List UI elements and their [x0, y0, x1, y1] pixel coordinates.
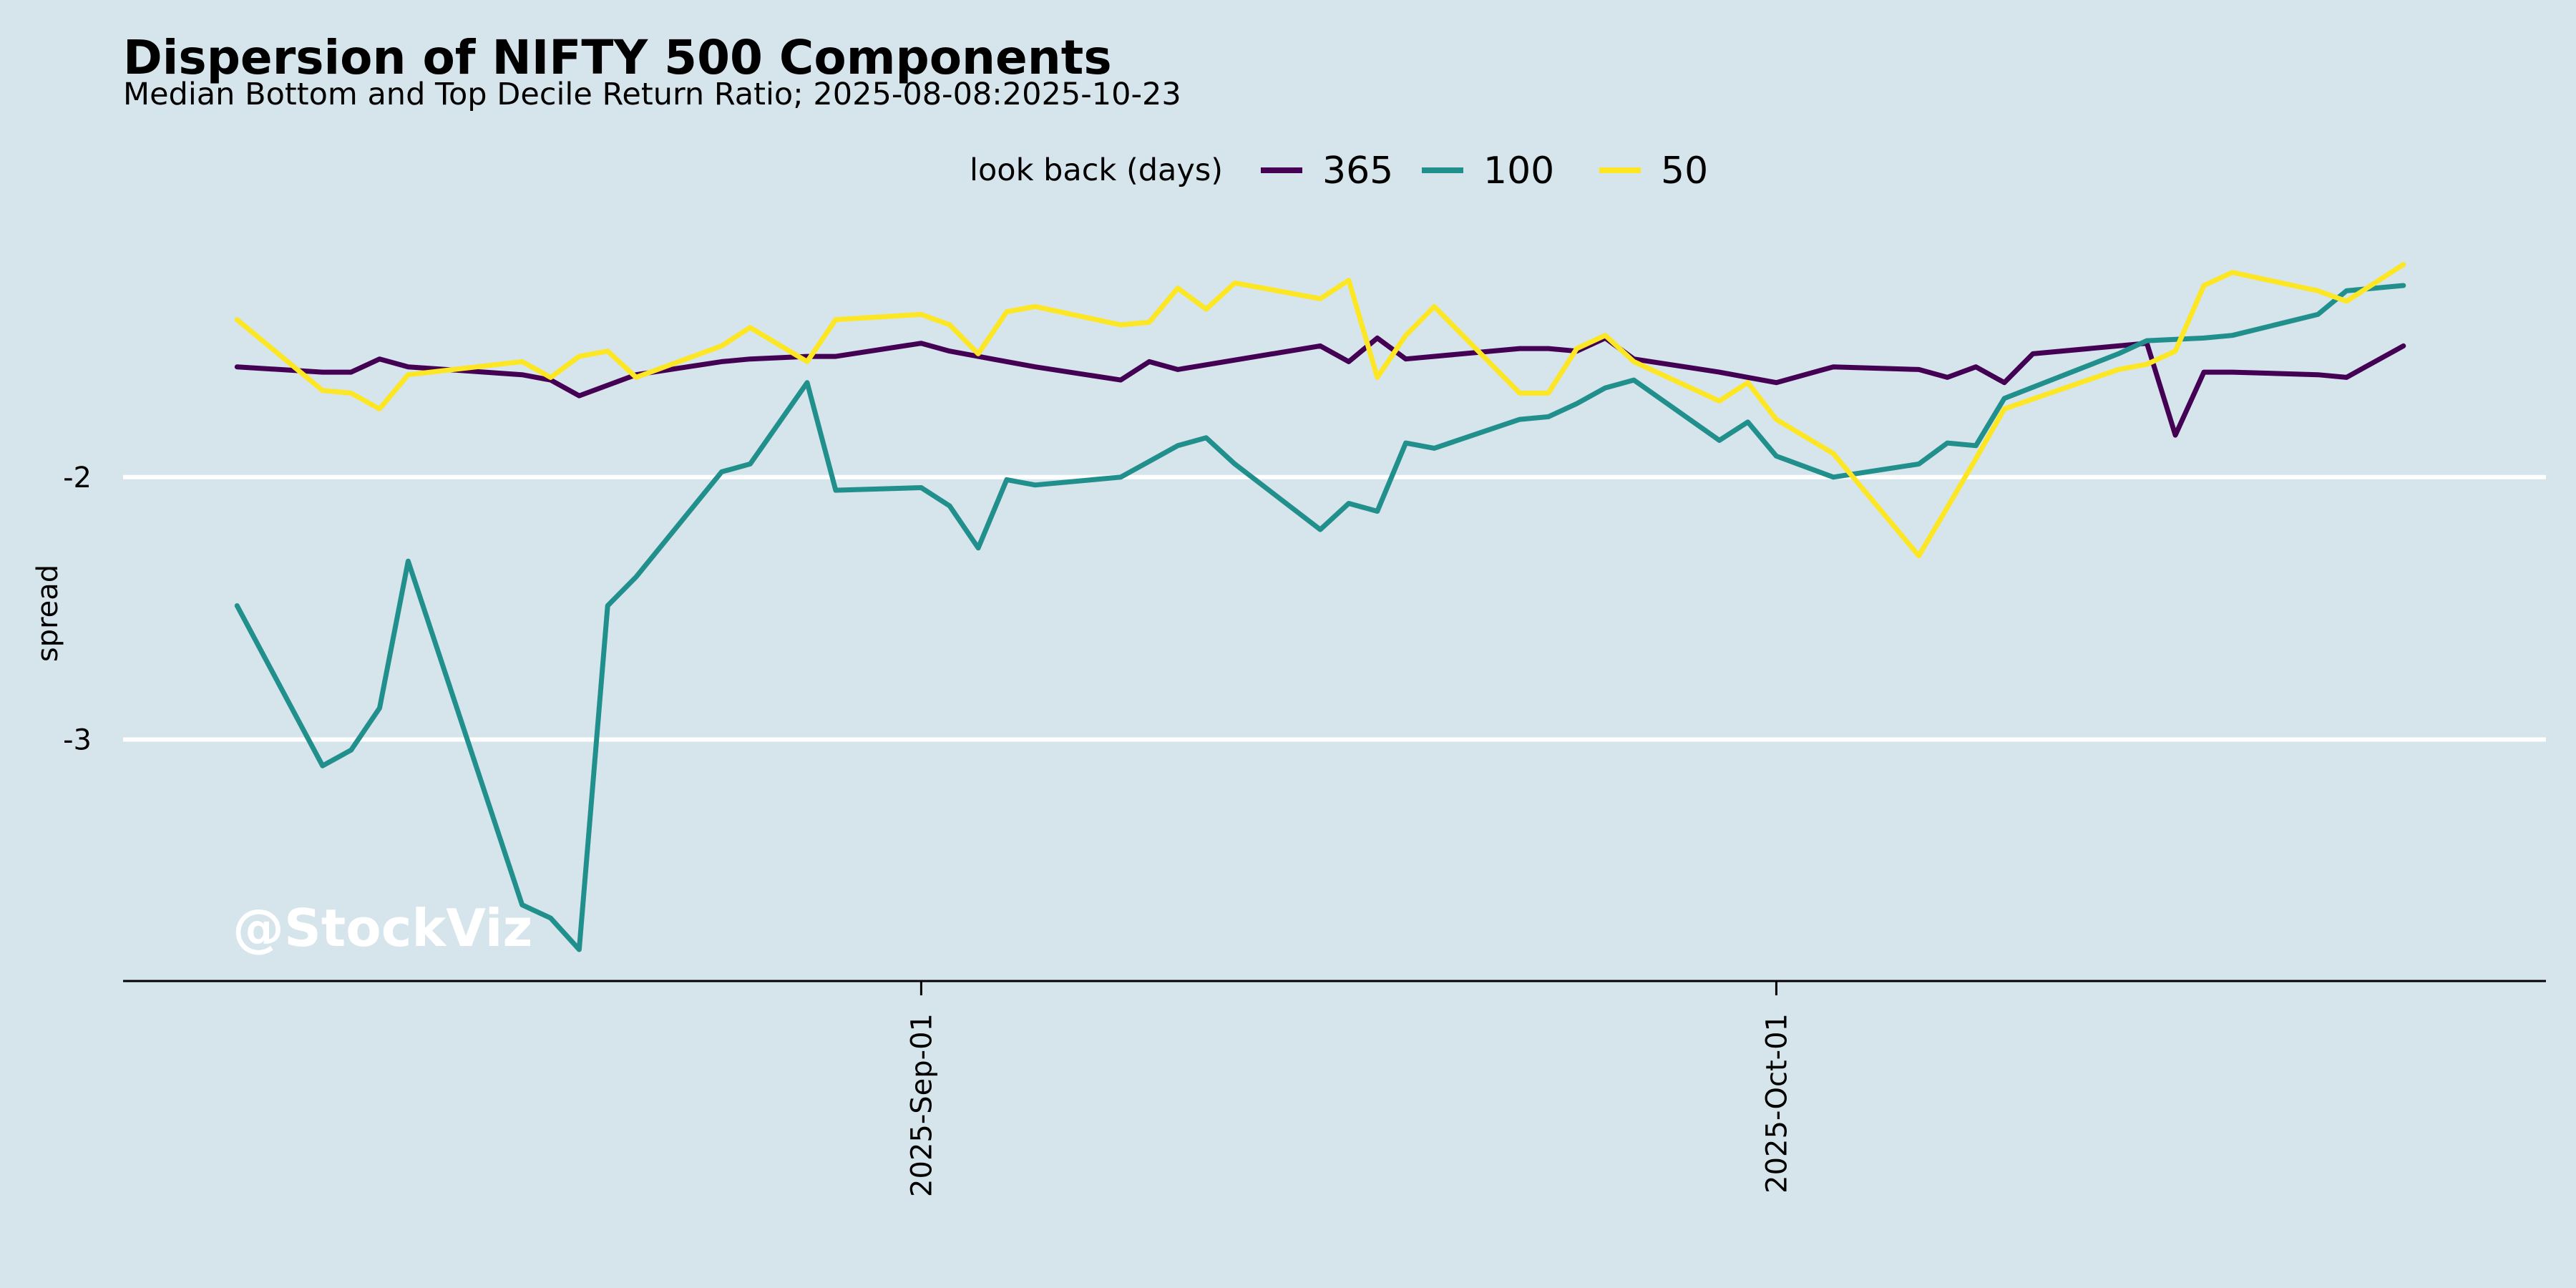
- legend: look back (days) 365 100 50: [970, 150, 1708, 192]
- legend-label-100: 100: [1483, 150, 1554, 192]
- series-line-100: [234, 283, 2406, 952]
- x-axis-ticks: 2025-Sep-01 2025-Oct-01: [905, 981, 1793, 1197]
- legend-label-365: 365: [1322, 150, 1393, 192]
- series-line-50: [234, 262, 2406, 559]
- series-lines: [234, 262, 2406, 952]
- y-axis-label: spread: [31, 565, 64, 662]
- chart-title: Dispersion of NIFTY 500 Components: [123, 30, 1112, 85]
- legend-label-50: 50: [1661, 150, 1708, 192]
- x-tick-label: 2025-Sep-01: [905, 1013, 938, 1197]
- y-axis-ticks: -3 -2: [63, 462, 92, 757]
- legend-title: look back (days): [970, 152, 1223, 188]
- x-tick-label: 2025-Oct-01: [1760, 1013, 1793, 1194]
- y-tick-label: -3: [63, 724, 92, 757]
- chart-subtitle: Median Bottom and Top Decile Return Rati…: [123, 77, 1181, 112]
- y-tick-label: -2: [63, 462, 92, 494]
- grid: [123, 474, 2546, 742]
- watermark: @StockViz: [233, 898, 532, 958]
- series-line-365: [234, 335, 2406, 438]
